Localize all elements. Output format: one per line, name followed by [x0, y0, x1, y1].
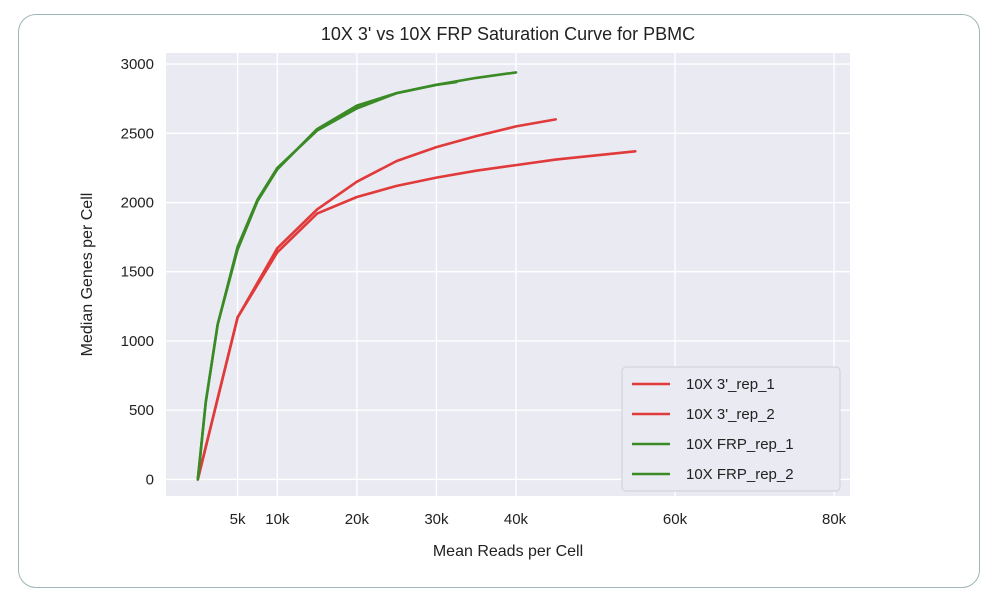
- legend-label: 10X FRP_rep_2: [686, 466, 794, 483]
- x-tick-label: 30k: [424, 511, 449, 528]
- series-line-2: [196, 118, 558, 481]
- x-tick-label: 20k: [345, 511, 370, 528]
- x-tick-label: 40k: [504, 511, 529, 528]
- y-tick-label: 1500: [121, 264, 154, 281]
- legend: 10X 3'_rep_1 10X 3'_rep_2 10X FRP_rep_1 10X…: [621, 366, 841, 492]
- y-tick-label: 3000: [121, 56, 154, 73]
- x-tick-label: 60k: [663, 511, 688, 528]
- series-line-4: [196, 80, 458, 481]
- y-tick-label: 2500: [121, 125, 154, 142]
- y-tick-label: 2000: [121, 195, 154, 212]
- legend-label: 10X FRP_rep_1: [686, 436, 794, 453]
- legend-label: 10X 3'_rep_1: [686, 376, 775, 393]
- y-tick-label: 500: [129, 402, 154, 419]
- y-tick-label: 1000: [121, 333, 154, 350]
- y-tick-label: 0: [146, 471, 154, 488]
- x-axis-label: Mean Reads per Cell: [433, 543, 583, 560]
- chart-title: 10X 3' vs 10X FRP Saturation Curve for P…: [321, 24, 695, 44]
- y-axis-label: Median Genes per Cell: [79, 193, 96, 357]
- x-tick-label: 80k: [822, 511, 847, 528]
- legend-label: 10X 3'_rep_2: [686, 406, 775, 423]
- series-line-1: [196, 150, 637, 481]
- x-tick-label: 10k: [265, 511, 290, 528]
- tick-labels: 5k 10k 20k 30k 40k 60k 80k 0 500 1000 1500 2000 2500…: [121, 56, 847, 528]
- legend-box: [621, 366, 841, 492]
- grid: [166, 53, 850, 496]
- x-tick-label: 5k: [230, 511, 246, 528]
- series-layer: [196, 71, 637, 481]
